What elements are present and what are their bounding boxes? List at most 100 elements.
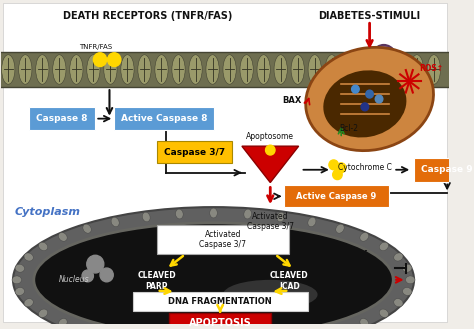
Circle shape bbox=[93, 53, 107, 66]
FancyBboxPatch shape bbox=[169, 313, 271, 329]
Ellipse shape bbox=[1, 55, 15, 84]
Text: Cytoplasm: Cytoplasm bbox=[15, 207, 81, 217]
Text: CLEAVED
PARP: CLEAVED PARP bbox=[137, 271, 176, 291]
Text: DIABETES-STIMULI: DIABETES-STIMULI bbox=[319, 11, 420, 20]
Ellipse shape bbox=[394, 253, 403, 261]
Circle shape bbox=[361, 103, 369, 111]
FancyBboxPatch shape bbox=[414, 158, 474, 182]
Text: Caspase 8: Caspase 8 bbox=[36, 114, 88, 123]
FancyBboxPatch shape bbox=[157, 141, 232, 163]
Ellipse shape bbox=[38, 309, 48, 317]
FancyBboxPatch shape bbox=[157, 225, 289, 254]
Ellipse shape bbox=[244, 209, 252, 219]
Text: Apoptosome: Apoptosome bbox=[246, 132, 294, 141]
Ellipse shape bbox=[402, 288, 412, 295]
Ellipse shape bbox=[83, 224, 91, 233]
Ellipse shape bbox=[323, 70, 406, 138]
Text: Nucleus: Nucleus bbox=[59, 275, 90, 284]
Ellipse shape bbox=[111, 217, 119, 227]
Ellipse shape bbox=[38, 242, 48, 251]
Ellipse shape bbox=[15, 288, 25, 295]
FancyBboxPatch shape bbox=[133, 291, 308, 311]
Ellipse shape bbox=[223, 280, 318, 309]
Ellipse shape bbox=[206, 55, 219, 84]
Circle shape bbox=[82, 270, 93, 282]
Circle shape bbox=[366, 90, 374, 98]
Ellipse shape bbox=[142, 212, 150, 222]
Ellipse shape bbox=[138, 55, 151, 84]
Text: Active Caspase 8: Active Caspase 8 bbox=[120, 114, 207, 123]
Ellipse shape bbox=[12, 276, 21, 284]
Ellipse shape bbox=[210, 208, 217, 218]
Circle shape bbox=[329, 160, 338, 170]
Ellipse shape bbox=[58, 233, 67, 241]
Ellipse shape bbox=[342, 55, 356, 84]
Text: Activated
Caspase 3/7: Activated Caspase 3/7 bbox=[200, 230, 246, 249]
Ellipse shape bbox=[360, 318, 369, 327]
Ellipse shape bbox=[306, 47, 434, 151]
Ellipse shape bbox=[155, 55, 168, 84]
Ellipse shape bbox=[360, 233, 369, 241]
Circle shape bbox=[265, 145, 275, 155]
Ellipse shape bbox=[367, 45, 401, 94]
Text: DEATH RECEPTORS (TNFR/FAS): DEATH RECEPTORS (TNFR/FAS) bbox=[63, 11, 232, 20]
Ellipse shape bbox=[104, 55, 117, 84]
Text: TNFR/FAS: TNFR/FAS bbox=[79, 44, 112, 50]
FancyBboxPatch shape bbox=[0, 52, 449, 87]
Ellipse shape bbox=[257, 55, 270, 84]
Circle shape bbox=[352, 85, 359, 93]
FancyBboxPatch shape bbox=[29, 107, 95, 130]
Ellipse shape bbox=[325, 55, 338, 84]
Circle shape bbox=[333, 170, 342, 180]
Circle shape bbox=[375, 95, 383, 103]
Ellipse shape bbox=[121, 55, 134, 84]
Ellipse shape bbox=[87, 55, 100, 84]
FancyBboxPatch shape bbox=[284, 186, 389, 207]
Ellipse shape bbox=[379, 309, 388, 317]
Ellipse shape bbox=[308, 217, 316, 227]
Text: Activated
Caspase 3/7: Activated Caspase 3/7 bbox=[247, 212, 294, 231]
Ellipse shape bbox=[277, 212, 285, 222]
Text: CLEAVED
ICAD: CLEAVED ICAD bbox=[270, 271, 309, 291]
Ellipse shape bbox=[15, 264, 25, 272]
Ellipse shape bbox=[379, 242, 388, 251]
Ellipse shape bbox=[70, 55, 83, 84]
FancyBboxPatch shape bbox=[2, 3, 447, 322]
Ellipse shape bbox=[175, 209, 183, 219]
Ellipse shape bbox=[223, 55, 236, 84]
Ellipse shape bbox=[24, 299, 33, 307]
Ellipse shape bbox=[427, 55, 440, 84]
Ellipse shape bbox=[240, 55, 253, 84]
Ellipse shape bbox=[291, 55, 304, 84]
Text: ROS↑: ROS↑ bbox=[419, 64, 443, 73]
Text: Caspase 3/7: Caspase 3/7 bbox=[164, 148, 225, 157]
Ellipse shape bbox=[336, 326, 344, 329]
Text: Cytochrome C: Cytochrome C bbox=[338, 163, 392, 172]
Ellipse shape bbox=[274, 55, 287, 84]
Ellipse shape bbox=[394, 299, 403, 307]
Ellipse shape bbox=[83, 326, 91, 329]
Ellipse shape bbox=[406, 276, 415, 284]
Ellipse shape bbox=[336, 224, 344, 233]
Text: KEY: KEY bbox=[346, 250, 367, 260]
Ellipse shape bbox=[53, 55, 66, 84]
FancyBboxPatch shape bbox=[114, 107, 213, 130]
Ellipse shape bbox=[402, 264, 412, 272]
Ellipse shape bbox=[308, 55, 321, 84]
Polygon shape bbox=[242, 146, 299, 183]
Circle shape bbox=[100, 268, 113, 282]
Ellipse shape bbox=[189, 55, 202, 84]
Text: Caspase 9: Caspase 9 bbox=[421, 165, 473, 174]
Ellipse shape bbox=[13, 207, 414, 329]
Text: Active Caspase 9: Active Caspase 9 bbox=[296, 192, 377, 201]
Text: Inhibition:: Inhibition: bbox=[346, 265, 385, 274]
Circle shape bbox=[108, 53, 121, 66]
Text: Bcl-2: Bcl-2 bbox=[339, 124, 358, 134]
Text: Activation:: Activation: bbox=[346, 277, 387, 286]
Text: DNA FRAGMENTATION: DNA FRAGMENTATION bbox=[168, 297, 272, 306]
Text: APOPTOSIS: APOPTOSIS bbox=[189, 318, 252, 328]
Circle shape bbox=[337, 163, 346, 173]
Ellipse shape bbox=[172, 55, 185, 84]
Text: BAX: BAX bbox=[283, 96, 302, 106]
Ellipse shape bbox=[18, 55, 32, 84]
